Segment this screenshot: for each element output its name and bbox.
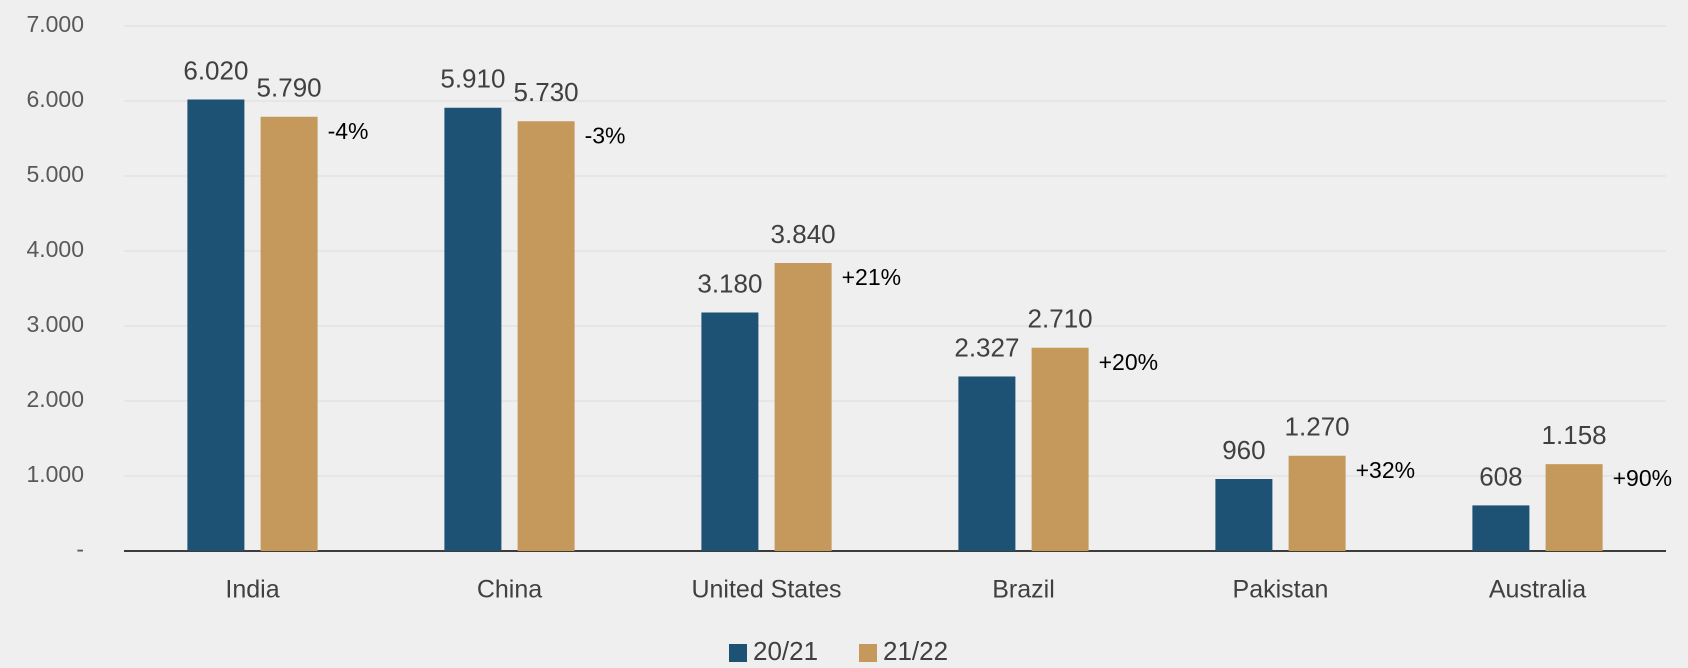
bar	[260, 116, 318, 551]
y-tick-label: 1.000	[26, 461, 84, 487]
data-label: 3.180	[697, 268, 762, 298]
x-tick-label: United States	[691, 576, 841, 604]
bar	[1545, 464, 1603, 551]
y-tick-label: -	[76, 536, 84, 562]
data-label: 2.327	[954, 332, 1019, 362]
bar	[187, 99, 245, 551]
y-tick-label: 6.000	[26, 86, 84, 112]
bar	[1215, 479, 1273, 551]
x-tick-label: India	[225, 576, 279, 604]
bar	[444, 107, 502, 551]
bar	[958, 376, 1016, 551]
y-tick-label: 2.000	[26, 386, 84, 412]
x-tick-label: Australia	[1489, 576, 1586, 604]
y-tick-label: 3.000	[26, 311, 84, 337]
legend-label: 20/21	[753, 636, 818, 666]
data-label: 6.020	[183, 55, 248, 85]
bar	[517, 121, 575, 551]
legend-swatch	[729, 644, 747, 662]
change-label: +90%	[1613, 465, 1672, 491]
data-label: 608	[1479, 461, 1522, 491]
change-label: -3%	[585, 122, 626, 148]
change-label: +32%	[1356, 457, 1415, 483]
bar	[701, 312, 759, 551]
y-tick-label: 4.000	[26, 236, 84, 262]
y-tick-label: 5.000	[26, 161, 84, 187]
bar	[1031, 347, 1089, 551]
bar	[1472, 505, 1530, 551]
data-label: 5.730	[514, 77, 579, 107]
legend-swatch	[859, 644, 877, 662]
x-tick-label: China	[477, 576, 542, 604]
x-tick-label: Pakistan	[1233, 576, 1329, 604]
bar	[774, 263, 832, 551]
bar	[1288, 455, 1346, 551]
data-label: 5.790	[257, 73, 322, 103]
x-tick-label: Brazil	[992, 576, 1055, 604]
y-tick-label: 7.000	[26, 11, 84, 37]
change-label: +20%	[1099, 349, 1158, 375]
data-label: 3.840	[771, 219, 836, 249]
data-label: 1.270	[1285, 412, 1350, 442]
change-label: +21%	[842, 264, 901, 290]
data-label: 960	[1222, 435, 1265, 465]
data-label: 5.910	[440, 64, 505, 94]
data-label: 1.158	[1542, 420, 1607, 450]
data-label: 2.710	[1028, 304, 1093, 334]
legend-label: 21/22	[883, 636, 948, 666]
change-label: -4%	[328, 118, 369, 144]
